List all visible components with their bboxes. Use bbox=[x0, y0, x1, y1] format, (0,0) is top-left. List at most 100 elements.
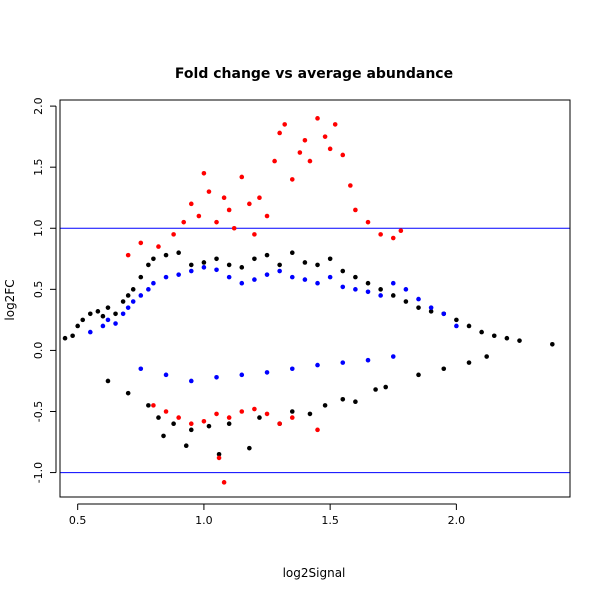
data-point bbox=[365, 357, 371, 363]
data-point bbox=[428, 309, 434, 314]
data-point bbox=[226, 421, 232, 427]
data-point bbox=[441, 311, 447, 317]
data-point bbox=[365, 280, 371, 286]
chart-title: Fold change vs average abundance bbox=[175, 66, 453, 82]
data-point bbox=[214, 267, 219, 273]
data-point bbox=[239, 372, 245, 378]
data-point bbox=[403, 287, 409, 292]
x-tick-label: 1.0 bbox=[195, 514, 213, 527]
data-point bbox=[62, 335, 68, 341]
data-point bbox=[517, 338, 522, 343]
data-point bbox=[188, 262, 194, 268]
data-point bbox=[138, 240, 144, 246]
data-point bbox=[302, 138, 308, 143]
data-point bbox=[105, 378, 111, 384]
data-point bbox=[188, 268, 194, 274]
data-point bbox=[550, 342, 555, 347]
data-point bbox=[365, 219, 371, 225]
data-point bbox=[206, 189, 212, 194]
threshold-lines bbox=[60, 227, 570, 474]
data-point bbox=[226, 207, 232, 213]
data-point bbox=[146, 262, 151, 268]
data-point bbox=[454, 317, 459, 323]
data-point bbox=[138, 366, 144, 372]
data-point bbox=[383, 384, 388, 390]
data-point bbox=[239, 174, 245, 180]
data-point bbox=[322, 134, 328, 139]
data-point bbox=[176, 415, 181, 420]
data-point bbox=[257, 415, 262, 420]
data-point bbox=[297, 150, 303, 155]
data-point bbox=[163, 409, 169, 414]
data-point bbox=[163, 372, 169, 378]
data-point bbox=[120, 299, 126, 304]
data-points bbox=[62, 116, 555, 485]
data-point bbox=[322, 403, 328, 408]
data-point bbox=[353, 399, 358, 405]
data-point bbox=[340, 152, 346, 158]
data-point bbox=[302, 260, 308, 265]
data-point bbox=[176, 272, 181, 277]
data-point bbox=[130, 299, 136, 304]
data-point bbox=[113, 321, 118, 326]
data-point bbox=[252, 232, 257, 237]
data-point bbox=[163, 252, 169, 258]
y-tick-label: 0.0 bbox=[32, 342, 45, 360]
data-point bbox=[125, 305, 131, 310]
axes: 0.5 1.0 1.5 2.0 -1.0 -0.5 0.0 0.5 1.0 1.5 2.0 bbox=[32, 97, 571, 527]
y-tick-label: 2.0 bbox=[32, 97, 45, 115]
data-point bbox=[188, 427, 194, 433]
data-point bbox=[226, 262, 232, 268]
data-point bbox=[340, 360, 346, 365]
x-tick-label: 1.5 bbox=[321, 514, 339, 527]
data-point bbox=[277, 262, 282, 268]
data-point bbox=[289, 274, 295, 280]
data-point bbox=[289, 250, 295, 255]
data-point bbox=[214, 374, 219, 380]
data-point bbox=[214, 411, 219, 417]
data-point bbox=[257, 195, 262, 201]
data-point bbox=[163, 274, 169, 280]
data-point bbox=[125, 252, 131, 258]
data-point bbox=[171, 232, 176, 237]
data-point bbox=[120, 311, 126, 317]
data-point bbox=[390, 293, 396, 298]
data-point bbox=[277, 130, 282, 136]
data-point bbox=[146, 403, 151, 408]
data-point bbox=[156, 415, 161, 420]
data-point bbox=[216, 451, 222, 457]
data-point bbox=[201, 418, 207, 424]
data-point bbox=[378, 293, 383, 298]
data-point bbox=[373, 387, 378, 392]
data-point bbox=[340, 268, 346, 274]
data-point bbox=[289, 177, 295, 182]
data-point bbox=[378, 287, 383, 292]
data-point bbox=[125, 390, 131, 396]
data-point bbox=[130, 287, 136, 292]
data-point bbox=[181, 219, 187, 225]
data-point bbox=[441, 366, 447, 372]
data-point bbox=[87, 329, 93, 335]
data-point bbox=[315, 280, 320, 286]
data-point bbox=[378, 232, 383, 237]
data-point bbox=[390, 235, 396, 241]
data-point bbox=[252, 406, 257, 412]
data-point bbox=[226, 274, 232, 280]
data-point bbox=[327, 274, 333, 280]
data-point bbox=[264, 411, 270, 417]
data-point bbox=[113, 311, 118, 317]
data-point bbox=[403, 299, 409, 304]
data-point bbox=[221, 195, 227, 201]
y-tick-label: 1.0 bbox=[32, 220, 45, 238]
data-point bbox=[201, 170, 207, 176]
data-point bbox=[332, 122, 338, 127]
data-point bbox=[100, 323, 106, 329]
data-point bbox=[239, 280, 245, 286]
x-tick-label: 0.5 bbox=[69, 514, 87, 527]
data-point bbox=[100, 313, 106, 319]
data-point bbox=[176, 250, 181, 255]
y-tick-label: -0.5 bbox=[32, 401, 45, 422]
data-point bbox=[70, 333, 75, 339]
